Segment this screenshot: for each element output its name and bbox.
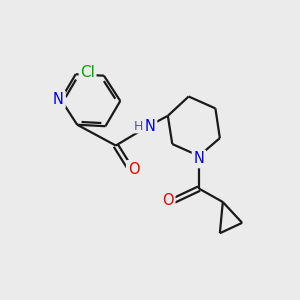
Text: H: H <box>134 120 143 133</box>
Text: O: O <box>162 193 174 208</box>
Text: N: N <box>145 119 155 134</box>
Text: O: O <box>128 162 140 177</box>
Text: N: N <box>194 152 205 166</box>
Text: Cl: Cl <box>80 65 95 80</box>
Text: N: N <box>53 92 64 107</box>
